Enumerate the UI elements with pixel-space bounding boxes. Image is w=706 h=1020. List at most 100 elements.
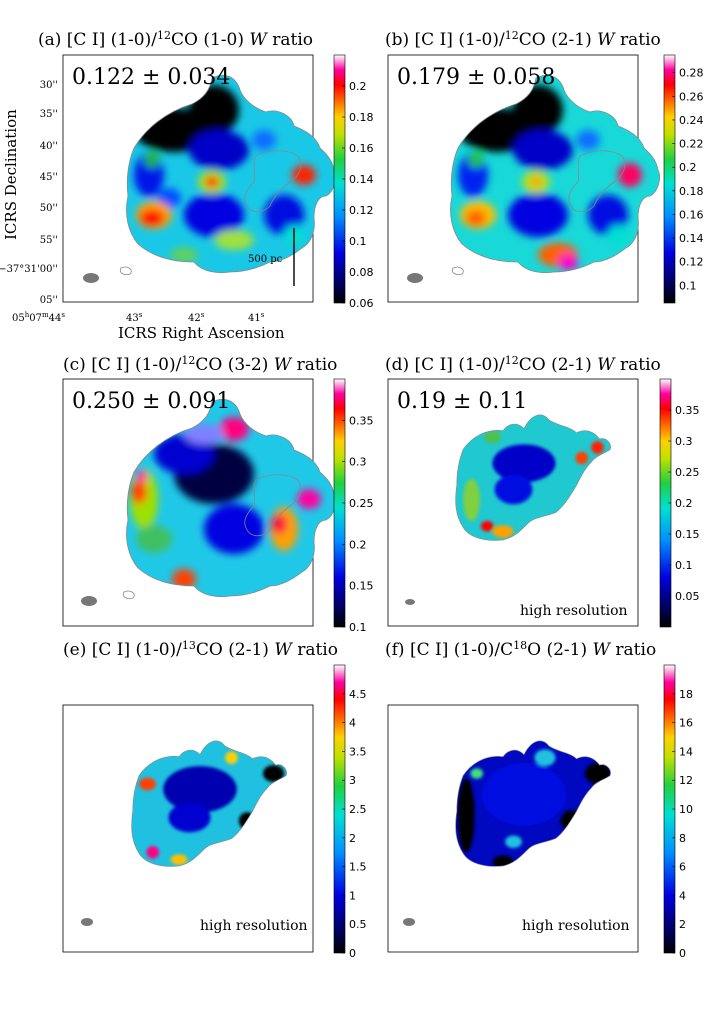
colorbar-tick-label: 18 bbox=[679, 688, 693, 701]
panel-e-beam bbox=[81, 918, 93, 926]
panel-f: (f) [C I] (1-0)/C18O (2-1) W ratio high … bbox=[385, 639, 693, 960]
panel-a-title: (a) [C I] (1-0)/12CO (1-0) W ratio bbox=[38, 29, 313, 50]
colorbar-tick-label: 0.22 bbox=[679, 138, 704, 151]
colorbar-tick-label: 0.16 bbox=[349, 142, 374, 155]
panel-f-contour bbox=[455, 740, 611, 867]
ytick-label: 55'' bbox=[40, 235, 58, 246]
colorbar-tick-label: 0.2 bbox=[349, 538, 367, 551]
panel-d-contour bbox=[455, 414, 611, 541]
colorbar-tick-label: 1.5 bbox=[349, 861, 367, 874]
colorbar-tick-label: 0.2 bbox=[679, 161, 697, 174]
colorbar-tick-label: 3.5 bbox=[349, 745, 367, 758]
panel-a-contour bbox=[126, 74, 336, 274]
colorbar-tick-label: 0.3 bbox=[675, 435, 693, 448]
xtick-label: 43s bbox=[126, 311, 143, 324]
panel-e-contour bbox=[131, 740, 287, 867]
colorbar-tick-label: 0.08 bbox=[349, 266, 374, 279]
colorbar-tick-label: 0.14 bbox=[679, 232, 704, 245]
panel-d: (d) [C I] (1-0)/12CO (2-1) W ratio 0.19 … bbox=[385, 354, 700, 628]
colorbar-tick-label: 0.1 bbox=[349, 235, 367, 248]
colorbar-tick-label: 0.2 bbox=[675, 497, 693, 510]
panel-c: (c) [C I] (1-0)/12CO (3-2) W ratio 0.2 bbox=[62, 354, 374, 634]
panel-b-contour bbox=[450, 74, 660, 274]
colorbar-tick-label: 0.24 bbox=[679, 114, 704, 127]
ytick-label: 35'' bbox=[40, 109, 58, 120]
panel-a-small-contour bbox=[119, 266, 132, 276]
panel-e-colorbar: 0 0.5 1 1.5 2 2.5 3 3.5 4 4.5 bbox=[333, 664, 367, 960]
colorbar-tick-label: 2 bbox=[349, 832, 356, 845]
panel-d-ratio-value: 0.19 ± 0.11 bbox=[397, 389, 527, 414]
colorbar-tick-label: 0.28 bbox=[679, 67, 704, 80]
colorbar-tick-label: 0.1 bbox=[679, 279, 697, 292]
panel-d-colorbar: 0.05 0.1 0.15 0.2 0.25 0.3 0.35 bbox=[659, 378, 700, 628]
panel-d-beam bbox=[405, 599, 415, 605]
colorbar-tick-label: 6 bbox=[679, 861, 686, 874]
colorbar-tick-label: 0.35 bbox=[349, 414, 374, 427]
colorbar-tick-label: 0.14 bbox=[349, 173, 374, 186]
panel-c-ratio-value: 0.250 ± 0.091 bbox=[72, 389, 230, 414]
panel-c-colorbar: 0.1 0.15 0.2 0.25 0.3 0.35 bbox=[333, 378, 374, 634]
colorbar-tick-label: 8 bbox=[679, 832, 686, 845]
colorbar-tick-label: 0.18 bbox=[679, 185, 704, 198]
colorbar-tick-label: 0.18 bbox=[349, 111, 374, 124]
x-axis-label: ICRS Right Ascension bbox=[118, 324, 285, 342]
xtick-label: 05h07m44s bbox=[12, 311, 65, 324]
panel-f-annotation: high resolution bbox=[522, 918, 630, 934]
panel-d-annotation: high resolution bbox=[520, 603, 628, 619]
colorbar-tick-label: 0.06 bbox=[349, 297, 374, 310]
colorbar-tick-label: 0.2 bbox=[349, 80, 367, 93]
ytick-label: 40'' bbox=[40, 141, 58, 152]
panel-d-title: (d) [C I] (1-0)/12CO (2-1) W ratio bbox=[385, 354, 661, 375]
panel-a-xticks: 05h07m44s 43s 42s 41s bbox=[12, 311, 265, 324]
colorbar-tick-label: 1 bbox=[349, 889, 356, 902]
ytick-label: 05'' bbox=[40, 295, 58, 306]
panel-a-colorbar: 0.06 0.08 0.1 0.12 0.14 0.16 0.18 0.2 bbox=[333, 54, 374, 310]
panel-a-ratio-value: 0.122 ± 0.034 bbox=[72, 65, 230, 90]
colorbar-tick-label: 0 bbox=[349, 947, 356, 960]
panel-b-small-contour bbox=[451, 266, 464, 276]
colorbar-tick-label: 0.25 bbox=[349, 497, 374, 510]
colorbar-tick-label: 0.12 bbox=[679, 256, 704, 269]
colorbar-tick-label: 0.25 bbox=[675, 466, 700, 479]
colorbar-tick-label: 0.16 bbox=[679, 208, 704, 221]
colorbar-tick-label: 3 bbox=[349, 774, 356, 787]
panel-c-title: (c) [C I] (1-0)/12CO (3-2) W ratio bbox=[63, 354, 337, 375]
colorbar-tick-label: 0.12 bbox=[349, 204, 374, 217]
panel-b-colorbar: 0.1 0.12 0.14 0.16 0.18 0.2 0.22 0.24 0.26 0.28 bbox=[663, 54, 704, 304]
ytick-label: −37°31'00'' bbox=[0, 264, 58, 275]
xtick-label: 42s bbox=[188, 311, 205, 324]
colorbar-tick-label: 0.05 bbox=[675, 590, 700, 603]
colorbar-tick-label: 0.35 bbox=[675, 404, 700, 417]
colorbar-tick-label: 0.15 bbox=[675, 528, 700, 541]
colorbar-tick-label: 0.3 bbox=[349, 456, 367, 469]
panel-e-title: (e) [C I] (1-0)/13CO (2-1) W ratio bbox=[63, 639, 338, 660]
panel-c-contour bbox=[126, 398, 336, 598]
panel-a-scale-label: 500 pc bbox=[248, 254, 283, 265]
colorbar-tick-label: 4 bbox=[349, 717, 356, 730]
colorbar-gradient bbox=[663, 54, 676, 304]
colorbar-tick-label: 4.5 bbox=[349, 688, 367, 701]
y-axis-label: ICRS Declination bbox=[2, 109, 20, 240]
panel-b-beam bbox=[407, 273, 423, 283]
colorbar-tick-label: 16 bbox=[679, 717, 693, 730]
panel-b-title: (b) [C I] (1-0)/12CO (2-1) W ratio bbox=[385, 29, 661, 50]
colorbar-tick-label: 2.5 bbox=[349, 803, 367, 816]
colorbar-tick-label: 0 bbox=[679, 947, 686, 960]
panel-e: (e) [C I] (1-0)/13CO (2-1) W ratio high … bbox=[62, 639, 367, 960]
panel-f-beam bbox=[403, 918, 415, 926]
panel-f-title: (f) [C I] (1-0)/C18O (2-1) W ratio bbox=[385, 639, 656, 660]
panel-a-beam bbox=[83, 273, 99, 283]
colorbar-tick-label: 4 bbox=[679, 889, 686, 902]
panel-c-small-contour bbox=[122, 590, 135, 600]
panel-a: (a) [C I] (1-0)/12CO (1-0) W ratio bbox=[0, 29, 374, 342]
ytick-label: 45'' bbox=[40, 172, 58, 183]
panel-b-ratio-value: 0.179 ± 0.058 bbox=[397, 65, 555, 90]
colorbar-tick-label: 0.1 bbox=[675, 559, 693, 572]
panel-c-beam bbox=[81, 596, 97, 606]
panel-f-colorbar: 0 2 4 6 8 10 12 14 16 18 bbox=[663, 664, 693, 960]
colorbar-tick-label: 2 bbox=[679, 918, 686, 931]
panel-e-annotation: high resolution bbox=[200, 918, 308, 934]
colorbar-tick-label: 0.26 bbox=[679, 90, 704, 103]
ytick-label: 50'' bbox=[40, 203, 58, 214]
colorbar-tick-label: 0.5 bbox=[349, 918, 367, 931]
